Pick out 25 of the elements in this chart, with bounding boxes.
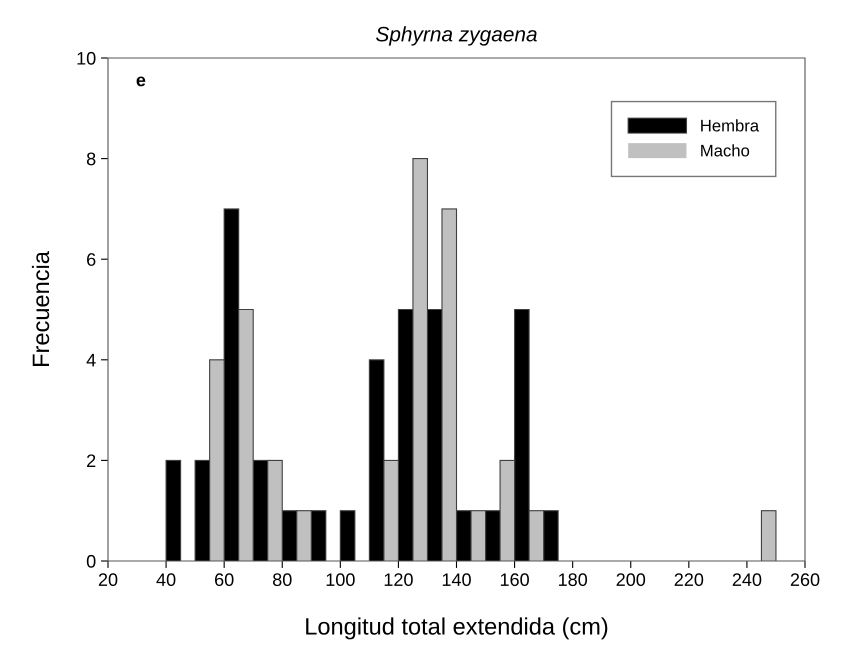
x-tick-label: 120 — [384, 573, 413, 586]
x-axis-title: Longitud total extendida (cm) — [306, 617, 608, 640]
x-tick-label: 220 — [674, 573, 704, 586]
x-tick-label: 40 — [156, 573, 176, 586]
chart-title: Sphyrna zygaena — [376, 26, 537, 46]
y-tick-label: 4 — [86, 354, 96, 366]
legend-label: Macho — [701, 144, 750, 156]
x-tick-label: 260 — [790, 573, 820, 586]
y-tick-label: 0 — [86, 554, 96, 568]
x-tick-label: 20 — [98, 573, 118, 586]
x-tick-label: 140 — [442, 573, 471, 586]
y-tick-label: 10 — [77, 52, 96, 65]
y-tick-label: 6 — [87, 253, 96, 266]
x-tick-label: 180 — [558, 573, 588, 586]
x-tick-label: 80 — [272, 573, 292, 586]
x-tick-label: 240 — [732, 573, 762, 586]
x-tick-label: 60 — [215, 573, 234, 586]
x-tick-label: 100 — [326, 573, 355, 586]
y-axis-title: Frecuencia — [32, 251, 50, 366]
y-tick-label: 2 — [87, 454, 96, 467]
legend-label: Hembra — [701, 119, 760, 132]
y-tick-label: 8 — [86, 152, 96, 166]
x-tick-label: 160 — [500, 573, 529, 586]
annotation: e — [136, 76, 146, 86]
x-tick-label: 200 — [616, 573, 646, 586]
